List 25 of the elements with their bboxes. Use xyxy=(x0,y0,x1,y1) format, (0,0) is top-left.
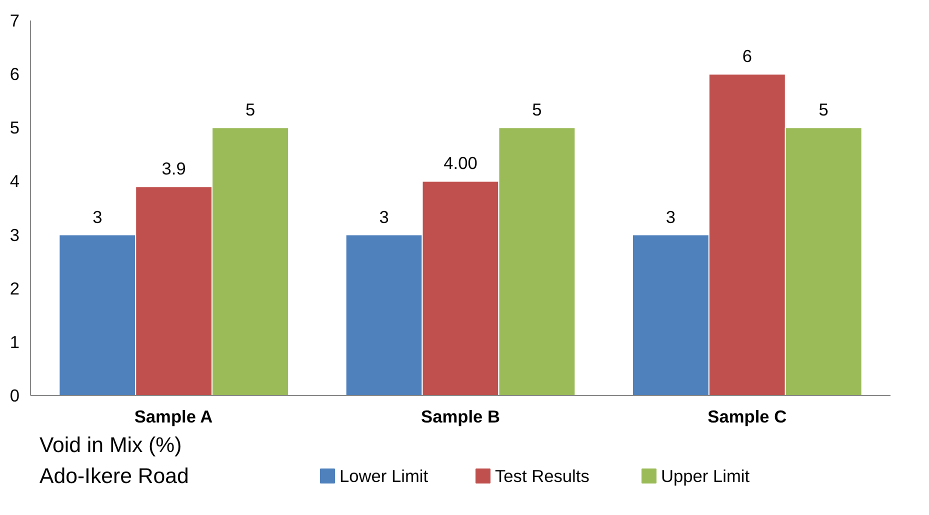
data-label: 4.00 xyxy=(444,153,478,174)
data-label: 5 xyxy=(245,100,256,120)
y-tick-label: 4 xyxy=(10,171,20,192)
x-tick-label: Sample A xyxy=(134,406,214,426)
data-label: 3.9 xyxy=(162,158,186,179)
data-label: 3 xyxy=(666,206,676,227)
y-tick-label: 7 xyxy=(10,10,20,30)
x-tick-label: Sample B xyxy=(421,406,500,426)
text: Void in Mix (%) xyxy=(40,433,182,457)
data-label: 5 xyxy=(818,100,828,120)
legend-label: Upper Limit xyxy=(661,466,750,486)
y-tick-label: 3 xyxy=(10,224,20,245)
data-label: 3 xyxy=(379,206,389,227)
legend-label: Test Results xyxy=(495,466,590,486)
text: Ado-Ikere Road xyxy=(40,464,189,488)
y-tick-label: 1 xyxy=(10,332,20,352)
data-label: 5 xyxy=(532,100,542,120)
x-tick-label: Sample C xyxy=(708,406,788,426)
y-tick-label: 2 xyxy=(10,278,20,298)
y-tick-label: 5 xyxy=(10,118,20,138)
y-tick-label: 0 xyxy=(10,386,20,406)
data-label: 3 xyxy=(92,206,102,227)
legend-label: Lower Limit xyxy=(340,466,428,486)
y-tick-label: 6 xyxy=(10,64,20,84)
data-label: 6 xyxy=(742,46,752,66)
